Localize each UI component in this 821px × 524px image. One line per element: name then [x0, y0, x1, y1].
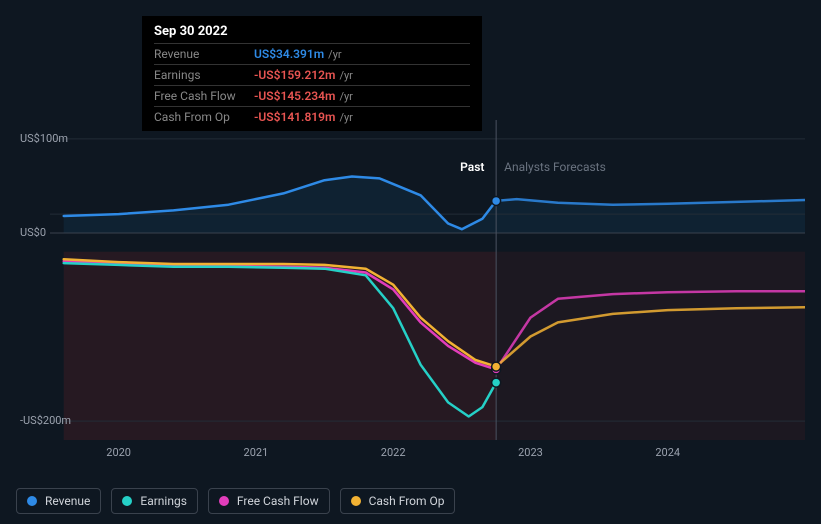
legend-swatch — [351, 496, 361, 506]
x-axis-label: 2021 — [244, 446, 269, 459]
tooltip-row-value: -US$141.819m — [254, 110, 335, 124]
tooltip-row: Earnings-US$159.212m/yr — [154, 64, 470, 85]
tooltip-row: Free Cash Flow-US$145.234m/yr — [154, 85, 470, 106]
legend-swatch — [122, 496, 132, 506]
tooltip-row: RevenueUS$34.391m/yr — [154, 43, 470, 64]
chart-svg — [16, 120, 805, 460]
legend-swatch — [219, 496, 229, 506]
hover-tooltip: Sep 30 2022 RevenueUS$34.391m/yrEarnings… — [142, 16, 482, 131]
legend: Revenue Earnings Free Cash Flow Cash From O… — [16, 488, 455, 514]
legend-item[interactable]: Free Cash Flow — [208, 488, 330, 514]
x-axis-label: 2022 — [381, 446, 406, 459]
tooltip-row-unit: /yr — [324, 48, 341, 61]
x-axis-label: 2023 — [518, 446, 543, 459]
legend-label: Revenue — [45, 494, 90, 508]
y-axis-label: -US$200m — [20, 414, 71, 427]
tooltip-row-label: Free Cash Flow — [154, 89, 254, 103]
tooltip-row-unit: /yr — [335, 69, 352, 82]
tooltip-row-label: Earnings — [154, 68, 254, 82]
legend-label: Free Cash Flow — [237, 494, 319, 508]
legend-swatch — [27, 496, 37, 506]
legend-item[interactable]: Cash From Op — [340, 488, 456, 514]
y-axis-label: US$100m — [20, 132, 68, 145]
tooltip-date: Sep 30 2022 — [154, 24, 470, 43]
tooltip-row-unit: /yr — [335, 90, 352, 103]
tooltip-row-label: Revenue — [154, 47, 254, 61]
tooltip-row-unit: /yr — [335, 111, 352, 124]
legend-label: Cash From Op — [369, 494, 445, 508]
legend-label: Earnings — [140, 494, 187, 508]
chart-container: Sep 30 2022 RevenueUS$34.391m/yrEarnings… — [0, 0, 821, 524]
legend-item[interactable]: Revenue — [16, 488, 101, 514]
past-label: Past — [460, 160, 484, 174]
tooltip-row-value: US$34.391m — [254, 47, 324, 61]
x-axis-label: 2024 — [655, 446, 680, 459]
forecast-label: Analysts Forecasts — [504, 160, 606, 174]
tooltip-row-value: -US$145.234m — [254, 89, 335, 103]
plot-area[interactable]: US$100m US$0 -US$200m 2020 2021 2022 2023 2024… — [16, 120, 805, 460]
tooltip-row-label: Cash From Op — [154, 110, 254, 124]
tooltip-row-value: -US$159.212m — [254, 68, 335, 82]
y-axis-label: US$0 — [20, 226, 46, 239]
tooltip-row: Cash From Op-US$141.819m/yr — [154, 106, 470, 127]
x-axis-label: 2020 — [106, 446, 131, 459]
legend-item[interactable]: Earnings — [111, 488, 198, 514]
